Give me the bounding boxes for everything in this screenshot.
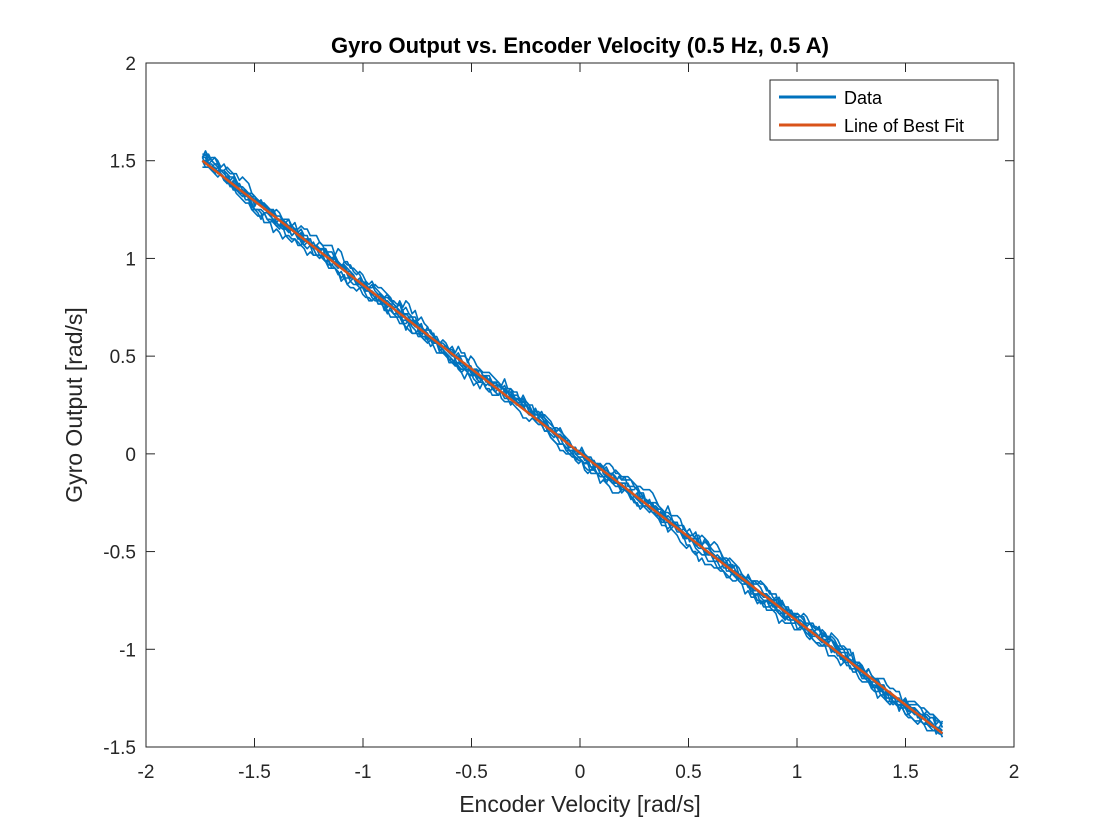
legend-label-best-fit: Line of Best Fit <box>844 116 964 136</box>
x-tick-label: -0.5 <box>455 762 488 783</box>
x-axis-label: Encoder Velocity [rad/s] <box>459 791 701 817</box>
y-tick-label: -0.5 <box>103 543 136 564</box>
y-tick-label: 2 <box>125 54 136 75</box>
legend-label-data: Data <box>844 88 883 108</box>
x-tick-label: -2 <box>138 762 155 783</box>
x-tick-label: 0.5 <box>675 762 701 783</box>
chart-title: Gyro Output vs. Encoder Velocity (0.5 Hz… <box>331 33 829 58</box>
x-tick-label: 1.5 <box>892 762 918 783</box>
y-tick-label: 1 <box>125 249 136 270</box>
data-series-trace <box>201 150 944 729</box>
legend: Data Line of Best Fit <box>769 79 999 141</box>
legend-box <box>769 79 999 141</box>
fit-layer <box>201 159 944 735</box>
best-fit-line <box>201 159 944 735</box>
x-tick-label: -1.5 <box>238 762 271 783</box>
x-tick-label: 1 <box>792 762 803 783</box>
y-tick-label: -1 <box>119 640 136 661</box>
y-axis-ticks: -1.5 -1 -0.5 0 0.5 1 1.5 2 <box>103 54 1014 759</box>
y-tick-label: 1.5 <box>110 152 136 173</box>
x-tick-label: 2 <box>1009 762 1020 783</box>
y-axis-label: Gyro Output [rad/s] <box>61 307 87 503</box>
y-tick-label: -1.5 <box>103 738 136 759</box>
x-tick-label: -1 <box>355 762 372 783</box>
y-tick-label: 0.5 <box>110 347 136 368</box>
x-axis-ticks: -2 -1.5 -1 -0.5 0 0.5 1 1.5 2 <box>138 63 1020 783</box>
y-tick-label: 0 <box>125 445 136 466</box>
data-series-trace <box>201 157 944 735</box>
x-tick-label: 0 <box>575 762 586 783</box>
